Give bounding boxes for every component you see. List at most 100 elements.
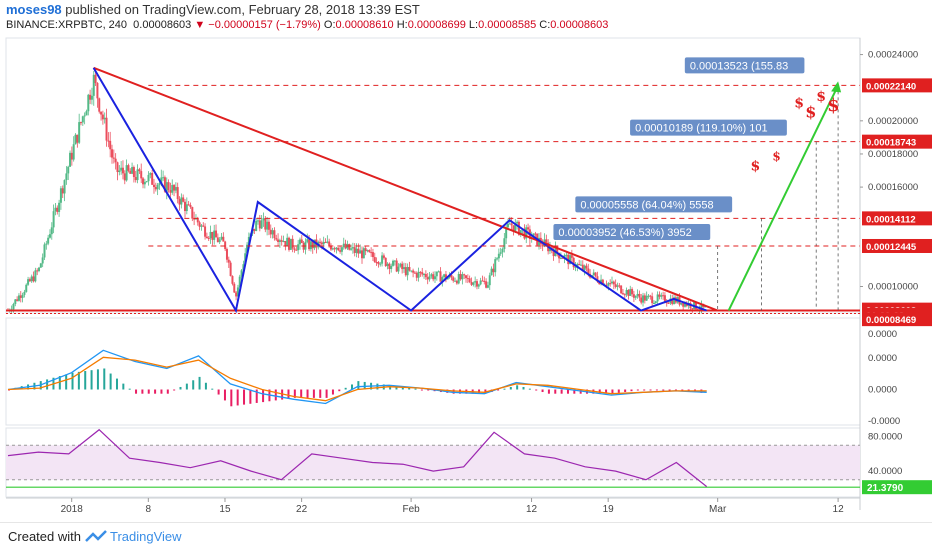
- candle-body: [494, 259, 497, 273]
- candle-body: [28, 279, 31, 282]
- price-badge-label: 0.00022140: [866, 81, 916, 92]
- candle-body: [297, 244, 300, 251]
- candle-body: [587, 268, 590, 274]
- candle-body: [163, 177, 166, 192]
- candle-body: [621, 293, 624, 295]
- macd-histogram-bar: [135, 389, 138, 394]
- candle-body: [23, 291, 26, 295]
- candle-body: [430, 274, 433, 277]
- macd-histogram-bar: [566, 389, 569, 394]
- candle-body: [474, 281, 477, 283]
- dollar-annotation: $: [751, 159, 761, 175]
- macd-histogram-bar: [560, 389, 563, 394]
- macd-histogram-bar: [262, 389, 265, 403]
- candle-body: [218, 239, 221, 243]
- macd-tick-label: 0.0000: [868, 353, 897, 364]
- candle-body: [370, 252, 373, 254]
- macd-histogram-bar: [503, 388, 506, 390]
- low-value: 0.00008585: [478, 19, 537, 31]
- candle-body: [280, 240, 283, 242]
- candle-body: [87, 94, 90, 112]
- last-price: 0.00008603: [133, 19, 192, 31]
- candle-body: [21, 294, 24, 298]
- candle-body: [572, 257, 575, 268]
- candle-body: [492, 268, 495, 273]
- candle-body: [508, 223, 511, 225]
- candle-body: [350, 248, 353, 250]
- candle-body: [506, 223, 509, 228]
- candle-body: [437, 271, 440, 273]
- candle-body: [601, 279, 604, 285]
- macd-histogram-bar: [255, 389, 258, 403]
- macd-histogram-bar: [77, 371, 80, 390]
- candle-body: [499, 252, 502, 254]
- candle-body: [222, 236, 225, 242]
- candle-body: [331, 248, 334, 250]
- candle-body: [649, 295, 652, 297]
- publish-text: published on TradingView.com, February 2…: [61, 2, 420, 17]
- tradingview-brand[interactable]: TradingView: [110, 529, 182, 544]
- candle-body: [465, 275, 468, 279]
- close-value: 0.00008603: [550, 19, 609, 31]
- macd-histogram-bar: [427, 389, 430, 391]
- candle-body: [246, 244, 249, 254]
- candle-body: [253, 228, 256, 232]
- candle-body: [415, 272, 418, 278]
- dollar-annotation: $: [816, 89, 826, 105]
- candle-body: [156, 184, 159, 190]
- candle-body: [583, 265, 586, 271]
- candle-body: [322, 241, 325, 245]
- candle-body: [379, 263, 382, 265]
- time-tick-label: 12: [833, 504, 845, 515]
- candle-body: [382, 255, 385, 258]
- candle-body: [519, 230, 522, 235]
- candle-body: [503, 238, 506, 249]
- candle-body: [235, 292, 238, 297]
- candle-body: [366, 250, 369, 252]
- candle-body: [36, 270, 39, 272]
- candle-body: [169, 190, 172, 193]
- candle-body: [497, 253, 500, 259]
- chart-canvas[interactable]: 0.00024000 0.00020000 0.00018000 0.00016000…: [0, 0, 932, 522]
- candle-body: [204, 226, 207, 237]
- candle-body: [17, 295, 20, 301]
- candle-body: [205, 236, 208, 238]
- candle-body: [450, 274, 453, 278]
- candle-body: [67, 166, 70, 174]
- macd-histogram-bar: [147, 389, 150, 394]
- candle-body: [565, 254, 568, 256]
- candle-body: [446, 277, 449, 280]
- dollar-annotation: $: [794, 96, 804, 112]
- macd-histogram-bar: [408, 387, 411, 390]
- candle-body: [324, 241, 327, 243]
- candle-body: [364, 248, 367, 252]
- candle-body: [335, 247, 338, 250]
- price-change: ▼ −0.00000157 (−1.79%): [194, 19, 321, 31]
- candle-body: [454, 280, 457, 282]
- candle-body: [152, 184, 155, 188]
- high-label: H:: [396, 19, 408, 31]
- candle-body: [39, 263, 42, 268]
- candle-body: [111, 149, 114, 158]
- macd-histogram-bar: [306, 389, 309, 398]
- candle-body: [333, 248, 336, 250]
- macd-histogram-bar: [198, 376, 201, 390]
- macd-histogram-bar: [287, 389, 290, 399]
- candle-body: [38, 267, 41, 271]
- macd-histogram-bar: [547, 389, 550, 394]
- candle-body: [256, 220, 259, 222]
- candle-body: [594, 272, 597, 277]
- candle-body: [215, 230, 218, 238]
- candle-body: [632, 294, 635, 298]
- candle-body: [426, 277, 429, 280]
- rsi-tick-label: 40.0000: [868, 466, 902, 477]
- dollar-annotation: $: [772, 150, 780, 164]
- author-link[interactable]: moses98: [6, 2, 62, 17]
- time-tick-label: 19: [603, 504, 615, 515]
- candle-body: [561, 257, 564, 259]
- target-callout-box: [684, 57, 805, 74]
- candle-body: [229, 262, 232, 277]
- candle-body: [337, 247, 340, 251]
- trendline: [93, 66, 719, 312]
- candle-body: [167, 182, 170, 191]
